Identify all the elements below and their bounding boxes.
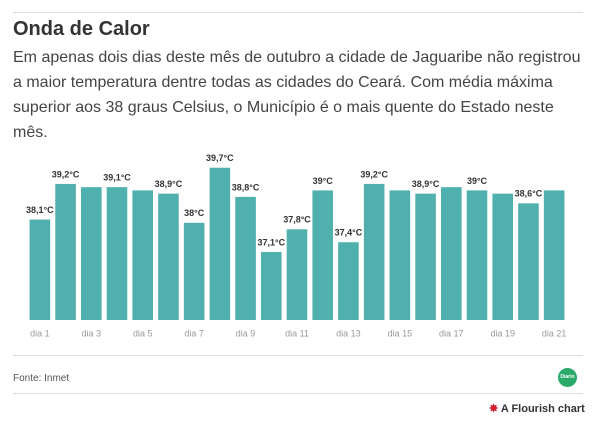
value-label: 39,2°C: [52, 169, 80, 179]
bar: [286, 229, 308, 320]
x-tick-label: dia 1: [30, 328, 50, 338]
bar: [55, 183, 76, 320]
rule: [13, 12, 583, 13]
bar: [466, 190, 488, 320]
x-tick-label: dia 7: [184, 328, 204, 338]
value-label: 38,8°C: [232, 182, 260, 192]
bar: [338, 242, 359, 320]
subtitle: Em apenas dois dias deste mês de outubro…: [13, 49, 581, 141]
x-tick-label: dia 5: [133, 328, 153, 338]
bar: [81, 187, 102, 320]
bar: [29, 219, 51, 320]
source: Fonte: Inmet: [13, 373, 70, 384]
x-tick-label: dia 11: [285, 328, 309, 338]
bar: [183, 222, 205, 320]
logo: Diario: [558, 368, 577, 387]
x-tick-label: dia 17: [439, 328, 464, 338]
value-label: 39,7°C: [206, 153, 234, 163]
bar: [209, 167, 231, 320]
bar: [132, 190, 153, 320]
bar: [441, 187, 462, 320]
value-label: 38,1°C: [26, 205, 54, 215]
x-tick-label: dia 21: [542, 328, 567, 338]
title: Onda de Calor: [13, 18, 150, 40]
bar: [106, 187, 128, 320]
rule: [13, 393, 583, 394]
value-label: 39,1°C: [103, 173, 131, 183]
value-label: 39°C: [313, 176, 334, 186]
bar: [261, 251, 282, 320]
bar: [158, 193, 179, 320]
bar: [312, 190, 333, 320]
value-label: 38,6°C: [515, 189, 543, 199]
rule: [13, 355, 583, 356]
x-tick-label: dia 19: [490, 328, 515, 338]
chart: dia 1 38,1°C 39,2°C dia 3 39,1°C dia 5 38,9°C d…: [25, 152, 567, 339]
bar: [415, 193, 436, 320]
credit[interactable]: A Flourish chart: [489, 402, 585, 415]
value-label: 38,9°C: [412, 179, 440, 189]
bar: [389, 190, 411, 320]
bar: [492, 193, 513, 320]
x-tick-label: dia 9: [236, 328, 256, 338]
x-tick-label: dia 3: [82, 328, 102, 338]
value-label: 38°C: [184, 208, 205, 218]
bar: [235, 196, 256, 320]
value-label: 37,1°C: [257, 237, 285, 247]
bar: [518, 203, 539, 320]
x-tick-label: dia 13: [336, 328, 361, 338]
bar: [543, 190, 565, 320]
value-label: 38,9°C: [155, 179, 183, 189]
value-label: 37,8°C: [283, 215, 311, 225]
value-label: 39,2°C: [360, 169, 388, 179]
x-tick-label: dia 15: [388, 328, 413, 338]
bar: [363, 183, 385, 320]
value-label: 39°C: [467, 176, 488, 186]
value-label: 37,4°C: [335, 228, 363, 238]
